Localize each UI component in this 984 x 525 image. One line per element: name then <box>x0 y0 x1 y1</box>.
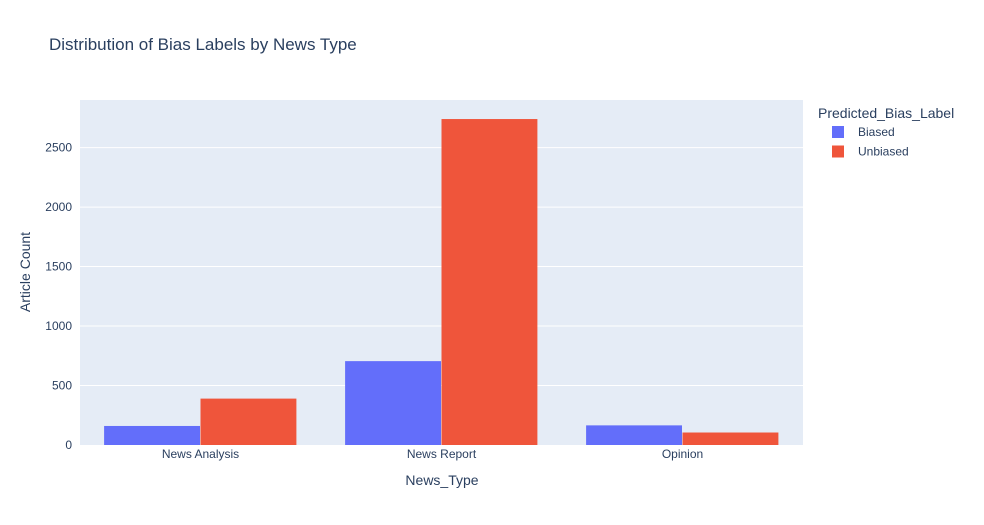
legend[interactable]: Predicted_Bias_Label Biased Unbiased <box>818 105 954 159</box>
bars <box>104 119 779 445</box>
bar-biased-news-analysis[interactable] <box>104 425 200 445</box>
y-axis-ticks: 0 500 1000 1500 2000 2500 <box>45 141 72 452</box>
x-axis-ticks: News Analysis News Report Opinion <box>162 447 703 461</box>
legend-swatch-unbiased[interactable] <box>832 145 844 158</box>
bar-unbiased-opinion[interactable] <box>682 432 779 445</box>
bar-unbiased-news-analysis[interactable] <box>200 398 297 445</box>
legend-title: Predicted_Bias_Label <box>818 105 954 121</box>
y-tick-label: 500 <box>52 379 72 393</box>
x-axis-title: News_Type <box>405 472 478 488</box>
legend-label-unbiased[interactable]: Unbiased <box>858 145 909 159</box>
x-tick-label: News Analysis <box>162 447 239 461</box>
bar-unbiased-news-report[interactable] <box>441 119 538 445</box>
y-axis-title: Article Count <box>17 232 33 312</box>
legend-label-biased[interactable]: Biased <box>858 125 895 139</box>
y-tick-label: 2000 <box>45 200 72 214</box>
legend-swatch-biased[interactable] <box>832 126 844 138</box>
bar-biased-news-report[interactable] <box>345 361 441 445</box>
x-tick-label: Opinion <box>662 447 703 461</box>
y-tick-label: 1000 <box>45 319 72 333</box>
y-tick-label: 0 <box>65 438 72 452</box>
chart-title: Distribution of Bias Labels by News Type <box>49 35 357 54</box>
bar-biased-opinion[interactable] <box>586 425 682 445</box>
y-tick-label: 1500 <box>45 260 72 274</box>
y-tick-label: 2500 <box>45 141 72 155</box>
x-tick-label: News Report <box>407 447 477 461</box>
